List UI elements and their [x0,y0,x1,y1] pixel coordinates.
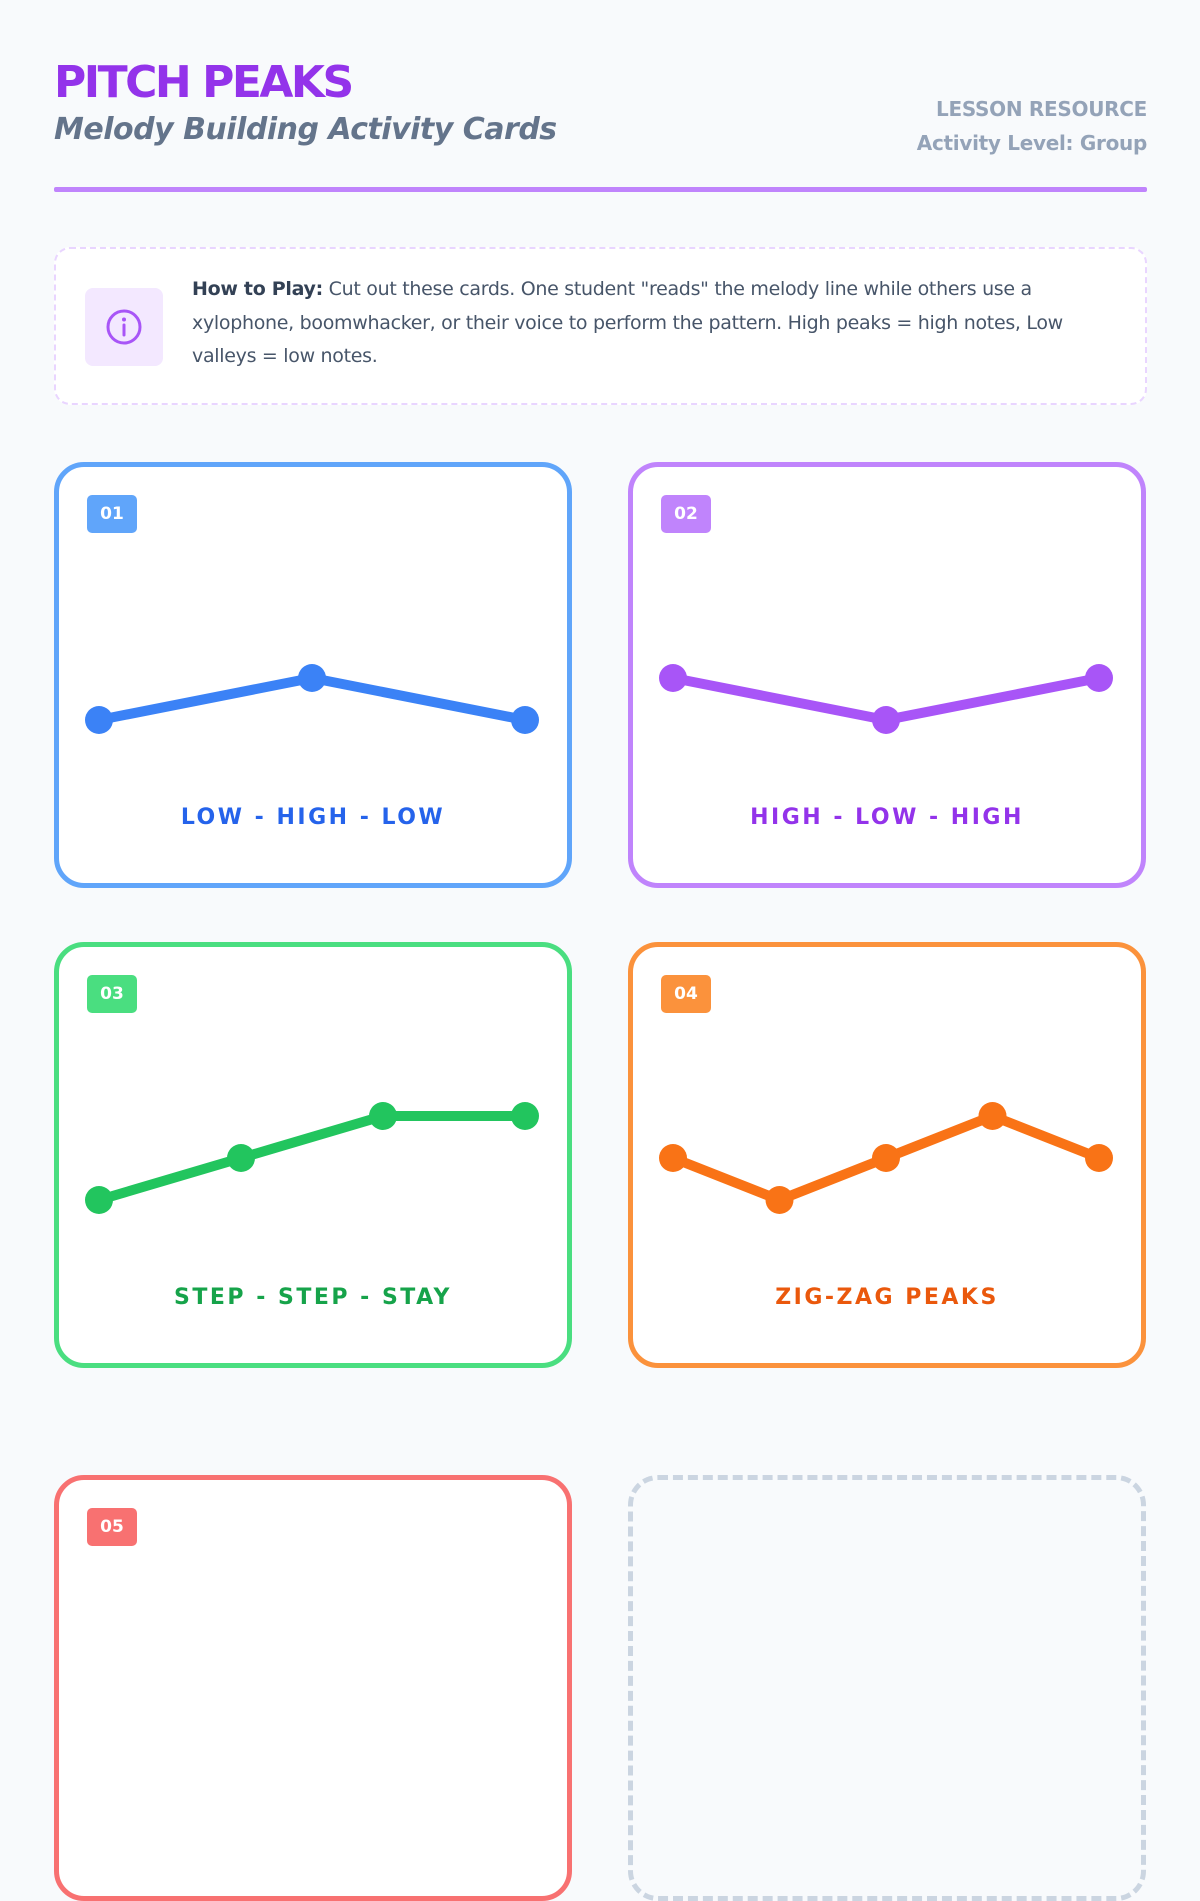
melody-contour [659,664,1113,734]
how-to-play-label: How to Play: [192,278,323,300]
contour-line [94,1111,530,1205]
page-title: PITCH PEAKS [54,57,354,108]
note-dot [1085,1144,1113,1172]
info-icon [85,288,163,366]
card-label: LOW - HIGH - LOW [180,805,446,830]
card-number-badge: 01 [87,495,137,533]
card-number-badge: 03 [87,975,137,1013]
blank-card [628,1475,1146,1901]
activity-level: Activity Level: Group [916,131,1148,155]
note-dot [298,664,326,692]
note-dot [659,664,687,692]
melody-contour [85,664,539,734]
note-dot [872,706,900,734]
note-dot [872,1144,900,1172]
note-dot [369,1102,397,1130]
note-dot [978,1102,1007,1130]
card-label: STEP - STEP - STAY [174,1285,452,1310]
card-number-badge: 05 [87,1508,137,1546]
card-number-badge: 04 [661,975,711,1013]
resource-type: LESSON RESOURCE [936,97,1147,121]
card-label: HIGH - LOW - HIGH [750,805,1024,830]
melody-card-3[interactable]: 03 STEP - STEP - STAY [54,942,572,1368]
page-subtitle: Melody Building Activity Cards [54,112,557,147]
melody-contour [659,1102,1113,1214]
note-dot [511,706,539,734]
how-to-play-text: How to Play: Cut out these cards. One st… [192,273,1112,374]
melody-card-5[interactable]: 05 [54,1475,572,1901]
note-dot [659,1144,687,1172]
header-divider [54,187,1147,192]
melody-card-2[interactable]: 02 HIGH - LOW - HIGH [628,462,1146,888]
note-dot [227,1144,255,1172]
note-dot [765,1186,794,1214]
header-meta: LESSON RESOURCE Activity Level: Group [916,92,1148,160]
how-to-play-box: How to Play: Cut out these cards. One st… [54,247,1147,405]
note-dot [1085,664,1113,692]
note-dot [85,706,113,734]
melody-card-4[interactable]: 04 ZIG-ZAG PEAKS [628,942,1146,1368]
note-dot [511,1102,539,1130]
melody-contour [85,1102,539,1214]
melody-contour [59,1480,567,1896]
how-to-play-body: Cut out these cards. One student "reads"… [192,278,1063,367]
note-dot [85,1186,113,1214]
card-number-badge: 02 [661,495,711,533]
page-header: PITCH PEAKS Melody Building Activity Car… [54,56,1147,155]
card-label: ZIG-ZAG PEAKS [775,1285,999,1310]
melody-card-1[interactable]: 01 LOW - HIGH - LOW [54,462,572,888]
